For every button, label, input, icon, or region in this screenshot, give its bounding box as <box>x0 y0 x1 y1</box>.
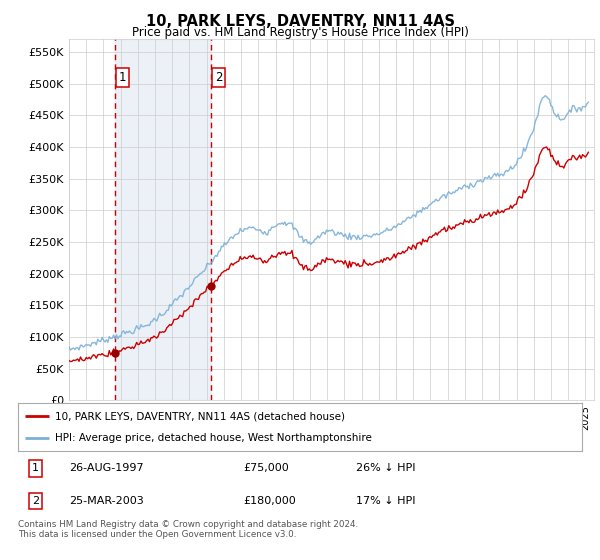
Text: 26% ↓ HPI: 26% ↓ HPI <box>356 464 416 473</box>
Text: £75,000: £75,000 <box>244 464 289 473</box>
Text: 10, PARK LEYS, DAVENTRY, NN11 4AS: 10, PARK LEYS, DAVENTRY, NN11 4AS <box>146 14 455 29</box>
Text: 1: 1 <box>119 71 127 83</box>
Text: 25-MAR-2003: 25-MAR-2003 <box>69 496 143 506</box>
Text: Price paid vs. HM Land Registry's House Price Index (HPI): Price paid vs. HM Land Registry's House … <box>131 26 469 39</box>
Text: 2: 2 <box>215 71 223 83</box>
Text: £180,000: £180,000 <box>244 496 296 506</box>
Bar <box>115 39 211 400</box>
Text: 2: 2 <box>32 496 39 506</box>
Text: 1: 1 <box>32 464 39 473</box>
Text: 26-AUG-1997: 26-AUG-1997 <box>69 464 143 473</box>
Text: 10, PARK LEYS, DAVENTRY, NN11 4AS (detached house): 10, PARK LEYS, DAVENTRY, NN11 4AS (detac… <box>55 411 344 421</box>
Text: 17% ↓ HPI: 17% ↓ HPI <box>356 496 416 506</box>
Text: HPI: Average price, detached house, West Northamptonshire: HPI: Average price, detached house, West… <box>55 433 371 443</box>
Text: Contains HM Land Registry data © Crown copyright and database right 2024.
This d: Contains HM Land Registry data © Crown c… <box>18 520 358 539</box>
